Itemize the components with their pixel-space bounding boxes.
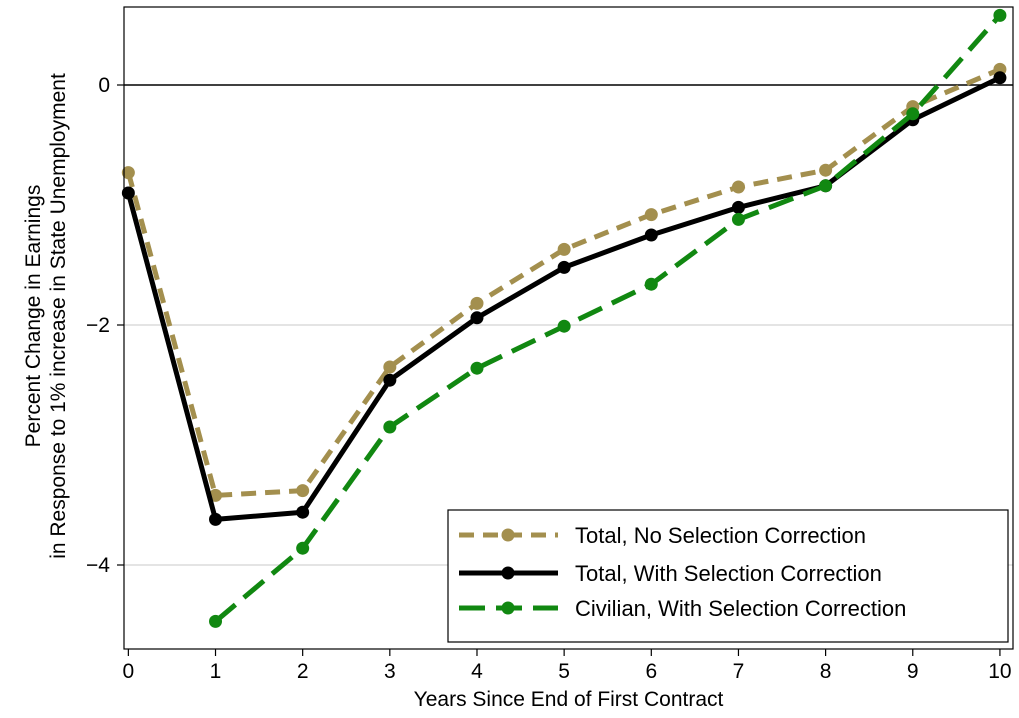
x-tick-label: 6 [645, 660, 657, 683]
x-tick-label: 5 [558, 660, 570, 683]
x-tick-label: 7 [733, 660, 745, 683]
series-line [125, 67, 1001, 498]
data-point [121, 186, 135, 200]
data-point [296, 505, 310, 519]
data-point [644, 228, 658, 242]
x-tick-label: 3 [384, 660, 396, 683]
series-1 [121, 62, 1007, 502]
x-tick-label: 9 [907, 660, 919, 683]
plot-frame [123, 6, 1014, 650]
legend-swatch-marker [501, 601, 515, 615]
y-axis-title-line-1: Percent Change in Earnings [22, 185, 45, 448]
series-line [213, 13, 1002, 624]
data-point [993, 71, 1007, 85]
data-point [209, 614, 223, 628]
data-point [383, 373, 397, 387]
axis-titles: Years Since End of First Contract Percent… [22, 73, 724, 711]
legend-swatch-marker [501, 566, 515, 580]
data-point [383, 420, 397, 434]
x-tick-label: 10 [988, 660, 1011, 683]
data-point [557, 242, 571, 256]
y-tick-label: −4 [86, 554, 110, 577]
legend: Total, No Selection Correction Total, Wit… [447, 509, 1009, 643]
series-3 [209, 8, 1007, 628]
data-point [819, 179, 833, 193]
data-point [993, 8, 1007, 22]
series-2 [121, 71, 1007, 526]
data-point [819, 163, 833, 177]
legend-label: Civilian, With Selection Correction [575, 596, 906, 621]
x-tick-label: 8 [820, 660, 832, 683]
data-point [470, 361, 484, 375]
data-point [731, 200, 745, 214]
data-point [644, 208, 658, 222]
legend-swatch-marker [501, 528, 515, 542]
data-point [644, 277, 658, 291]
data-point [906, 107, 920, 121]
axes: 0 1 2 3 4 5 6 7 8 9 10 0 −2 −4 [86, 74, 1012, 683]
legend-label: Total, With Selection Correction [575, 561, 882, 586]
x-tick-label: 2 [297, 660, 309, 683]
x-axis-title: Years Since End of First Contract [414, 688, 724, 711]
series-line [125, 75, 1001, 522]
data-point [470, 311, 484, 325]
data-point [209, 512, 223, 526]
data-point [557, 319, 571, 333]
x-tick-label: 1 [210, 660, 222, 683]
data-point [121, 166, 135, 180]
data-point [731, 212, 745, 226]
legend-label: Total, No Selection Correction [575, 523, 866, 548]
series-layer [121, 8, 1007, 628]
data-point [383, 360, 397, 374]
data-point [296, 541, 310, 555]
y-axis-title-line-2: in Response to 1% increase in State Unem… [47, 73, 70, 559]
data-point [557, 260, 571, 274]
data-point [470, 296, 484, 310]
x-tick-label: 4 [471, 660, 483, 683]
y-tick-label: 0 [98, 74, 110, 97]
x-tick-label: 0 [123, 660, 135, 683]
legend-box [447, 509, 1009, 643]
data-point [296, 484, 310, 498]
y-tick-label: −2 [86, 314, 110, 337]
data-point [731, 180, 745, 194]
